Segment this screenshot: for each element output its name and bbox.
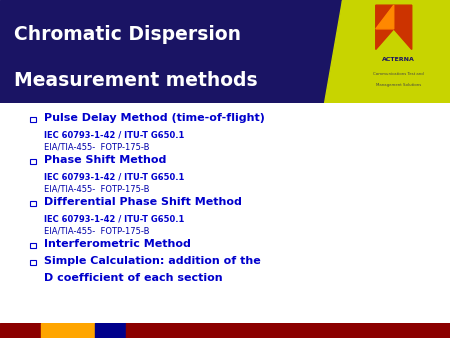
- Polygon shape: [376, 5, 394, 29]
- Text: Chromatic Dispersion: Chromatic Dispersion: [14, 25, 240, 44]
- Text: Measurement methods: Measurement methods: [14, 71, 257, 90]
- Text: Communications Test and: Communications Test and: [373, 72, 423, 76]
- Text: EIA/TIA-455-  FOTP-175-B: EIA/TIA-455- FOTP-175-B: [44, 185, 149, 194]
- FancyBboxPatch shape: [30, 117, 36, 122]
- Text: EIA/TIA-455-  FOTP-175-B: EIA/TIA-455- FOTP-175-B: [44, 226, 149, 236]
- Text: Phase Shift Method: Phase Shift Method: [44, 155, 166, 165]
- Text: Simple Calculation: addition of the: Simple Calculation: addition of the: [44, 256, 261, 266]
- Text: ACTERNA: ACTERNA: [382, 57, 415, 62]
- Text: Interferometric Method: Interferometric Method: [44, 239, 191, 249]
- Polygon shape: [376, 5, 412, 49]
- Text: Pulse Delay Method (time-of-flight): Pulse Delay Method (time-of-flight): [44, 113, 265, 123]
- FancyBboxPatch shape: [30, 260, 36, 265]
- Text: IEC 60793-1-42 / ITU-T G650.1: IEC 60793-1-42 / ITU-T G650.1: [44, 215, 184, 224]
- Text: Management Solutions: Management Solutions: [376, 82, 421, 87]
- FancyBboxPatch shape: [30, 159, 36, 164]
- Text: D coefficient of each section: D coefficient of each section: [44, 273, 223, 283]
- Polygon shape: [324, 0, 342, 103]
- Text: IEC 60793-1-42 / ITU-T G650.1: IEC 60793-1-42 / ITU-T G650.1: [44, 130, 184, 140]
- Bar: [94, 323, 126, 338]
- Bar: [40, 323, 94, 338]
- Text: EIA/TIA-455-  FOTP-175-B: EIA/TIA-455- FOTP-175-B: [44, 143, 149, 151]
- FancyBboxPatch shape: [30, 200, 36, 206]
- Bar: [342, 0, 450, 103]
- Bar: [0, 323, 40, 338]
- Bar: [126, 323, 450, 338]
- Text: Differential Phase Shift Method: Differential Phase Shift Method: [44, 197, 242, 207]
- FancyBboxPatch shape: [30, 243, 36, 248]
- Text: IEC 60793-1-42 / ITU-T G650.1: IEC 60793-1-42 / ITU-T G650.1: [44, 173, 184, 182]
